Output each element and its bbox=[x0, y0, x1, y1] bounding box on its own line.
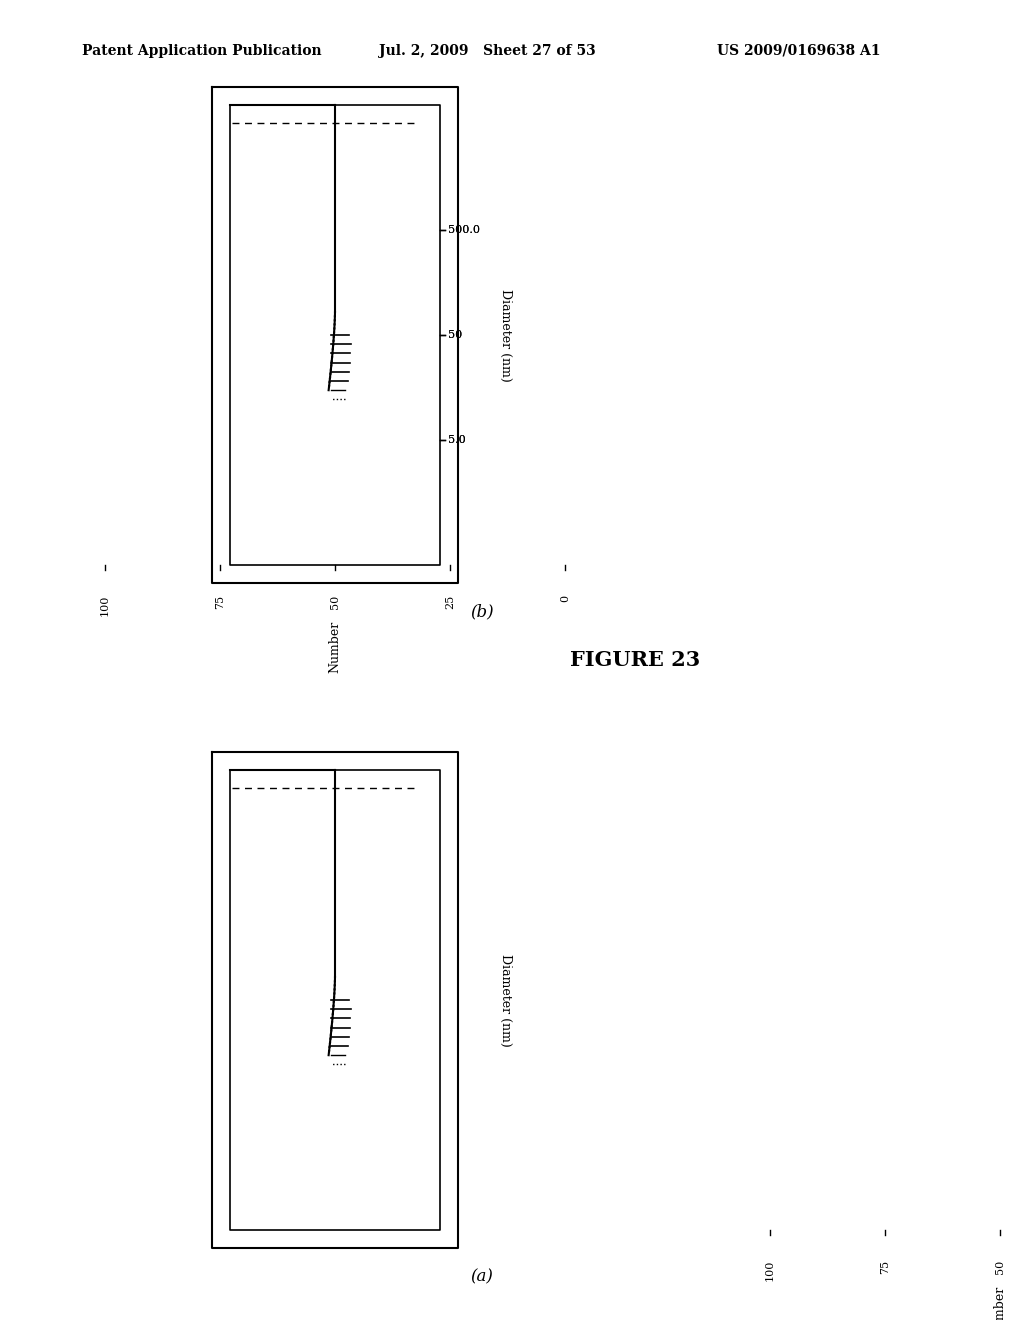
Text: 500.0: 500.0 bbox=[449, 224, 480, 235]
Text: Number: Number bbox=[329, 620, 341, 673]
Text: 500.0: 500.0 bbox=[449, 224, 480, 235]
Text: Diameter (nm): Diameter (nm) bbox=[500, 953, 512, 1047]
Text: US 2009/0169638 A1: US 2009/0169638 A1 bbox=[717, 44, 881, 58]
Text: Patent Application Publication: Patent Application Publication bbox=[82, 44, 322, 58]
Text: Diameter (nm): Diameter (nm) bbox=[500, 289, 512, 381]
Text: Jul. 2, 2009   Sheet 27 of 53: Jul. 2, 2009 Sheet 27 of 53 bbox=[379, 44, 596, 58]
Text: 50: 50 bbox=[449, 330, 462, 341]
Text: (a): (a) bbox=[470, 1269, 493, 1284]
Text: 100: 100 bbox=[765, 1261, 775, 1282]
Text: 75: 75 bbox=[215, 595, 225, 609]
Text: 5.0: 5.0 bbox=[449, 436, 466, 445]
Text: (b): (b) bbox=[470, 603, 494, 620]
Text: FIGURE 23: FIGURE 23 bbox=[569, 649, 700, 671]
Text: 75: 75 bbox=[880, 1261, 890, 1274]
Text: 5.0: 5.0 bbox=[449, 436, 466, 445]
Text: 0: 0 bbox=[560, 595, 570, 602]
Text: 25: 25 bbox=[445, 595, 455, 610]
Text: 50: 50 bbox=[330, 595, 340, 610]
Text: 50: 50 bbox=[449, 330, 462, 341]
Text: 50: 50 bbox=[995, 1261, 1005, 1274]
Text: Number: Number bbox=[993, 1286, 1007, 1320]
Text: 100: 100 bbox=[100, 595, 110, 616]
